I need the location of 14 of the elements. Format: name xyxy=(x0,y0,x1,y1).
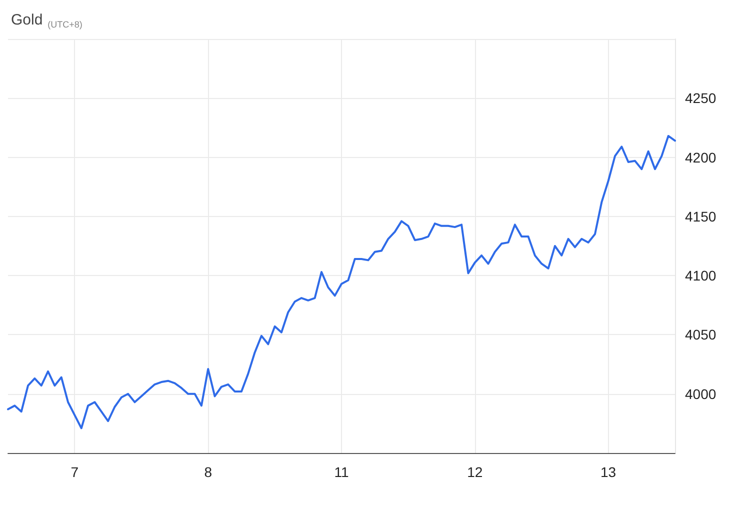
x-tick-label: 12 xyxy=(467,464,483,480)
y-tick-label: 4050 xyxy=(685,326,716,343)
y-tick-label: 4150 xyxy=(685,208,716,224)
x-tick-label: 7 xyxy=(70,464,79,480)
y-tick-label: 4000 xyxy=(685,386,716,402)
x-tick-label: 8 xyxy=(204,464,212,480)
y-tick-label: 4250 xyxy=(685,90,716,106)
chart-subtitle: (UTC+8) xyxy=(48,20,82,30)
x-tick-label: 11 xyxy=(334,464,349,480)
x-tick-label: 13 xyxy=(600,464,616,480)
chart-title: Gold xyxy=(11,12,43,28)
line-series xyxy=(7,134,676,430)
y-tick-label: 4100 xyxy=(685,268,716,284)
y-tick-label: 4200 xyxy=(685,149,716,166)
